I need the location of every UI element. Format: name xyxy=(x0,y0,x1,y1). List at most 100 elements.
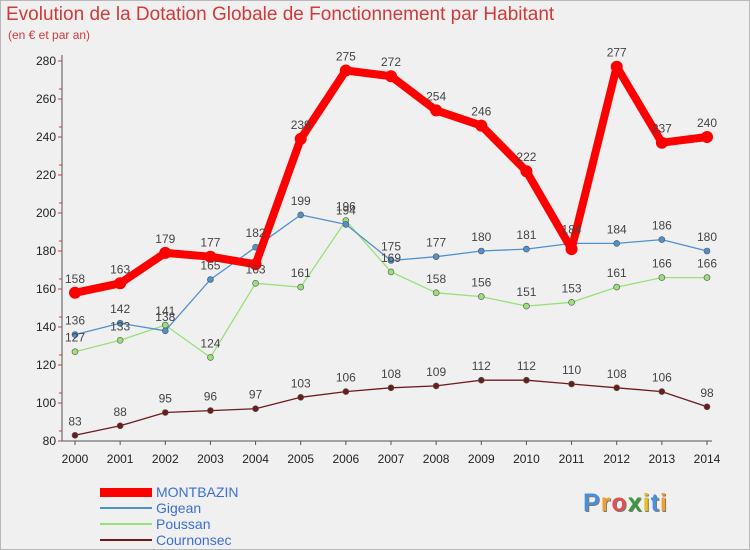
data-label: 158 xyxy=(426,272,446,286)
data-label: 127 xyxy=(65,331,85,345)
x-tick-label: 2006 xyxy=(333,452,360,466)
data-label: 109 xyxy=(426,365,446,379)
data-point xyxy=(613,384,621,392)
data-point xyxy=(342,221,350,228)
data-point xyxy=(297,283,305,291)
data-label: 240 xyxy=(697,116,717,130)
legend-swatch xyxy=(100,507,152,509)
logo-letter: P xyxy=(583,489,601,517)
data-label: 95 xyxy=(159,392,173,406)
x-tick-label: 2003 xyxy=(197,452,224,466)
x-tick-label: 2001 xyxy=(107,452,134,466)
data-label: 175 xyxy=(381,240,401,254)
data-label: 112 xyxy=(472,359,491,373)
data-point xyxy=(116,336,124,344)
data-label: 177 xyxy=(200,236,220,250)
data-label: 163 xyxy=(246,262,266,276)
series-gigean xyxy=(71,211,711,338)
data-label: 112 xyxy=(517,359,536,373)
data-label: 184 xyxy=(562,222,582,236)
data-point xyxy=(610,60,623,73)
data-point xyxy=(116,319,124,327)
data-label: 133 xyxy=(110,319,130,333)
legend-swatch xyxy=(100,487,152,497)
legend: MONTBAZIN Gigean Poussan Cournonsec xyxy=(100,484,360,548)
axes: 80 100 120 140 160 180 200 220 240 260 280 2000 2001… xyxy=(36,54,721,466)
chart-title: Evolution de la Dotation Globale de Fonc… xyxy=(6,4,555,25)
data-point xyxy=(207,407,214,414)
data-label: 141 xyxy=(155,304,175,318)
data-point xyxy=(613,283,621,291)
data-point xyxy=(703,274,711,281)
data-point xyxy=(204,250,217,263)
x-tick-label: 2011 xyxy=(559,452,585,466)
data-point xyxy=(207,354,214,361)
data-point xyxy=(477,247,485,255)
legend-label: Gigean xyxy=(156,500,202,516)
data-label: 166 xyxy=(652,257,672,271)
data-point xyxy=(69,286,81,299)
data-label: 124 xyxy=(200,336,220,350)
y-tick-label: 140 xyxy=(36,320,56,334)
y-tick-label: 80 xyxy=(43,434,57,448)
data-point xyxy=(658,388,666,395)
data-label: 108 xyxy=(381,367,401,381)
data-label: 158 xyxy=(65,272,85,286)
legend-swatch xyxy=(100,539,152,541)
legend-label: Poussan xyxy=(156,516,211,532)
data-label: 222 xyxy=(516,150,536,164)
y-tick-label: 220 xyxy=(36,168,56,182)
y-tick-label: 100 xyxy=(36,396,56,410)
y-tick-label: 260 xyxy=(36,92,56,106)
data-label: 239 xyxy=(291,118,311,132)
logo-letter: x xyxy=(627,489,643,517)
data-point xyxy=(568,380,575,388)
data-label: 165 xyxy=(200,259,220,273)
data-point xyxy=(71,331,79,338)
data-point xyxy=(523,245,530,253)
data-label: 110 xyxy=(562,363,581,377)
x-tick-label: 2012 xyxy=(603,452,630,466)
series-layer xyxy=(69,60,713,439)
y-tick-label: 120 xyxy=(36,358,56,372)
data-label: 83 xyxy=(68,414,82,428)
logo-letter: i xyxy=(642,489,651,517)
data-point xyxy=(252,279,259,287)
data-point xyxy=(565,243,578,256)
data-label: 275 xyxy=(336,50,356,64)
data-label: 277 xyxy=(607,46,627,60)
data-point xyxy=(71,348,79,356)
data-label: 88 xyxy=(113,405,127,419)
data-label: 179 xyxy=(155,232,175,246)
legend-label: MONTBAZIN xyxy=(156,484,239,500)
data-label: 106 xyxy=(336,371,356,385)
data-label: 254 xyxy=(426,89,446,103)
data-point xyxy=(658,274,666,281)
proxiti-logo: Proxiti xyxy=(583,489,668,518)
data-point xyxy=(297,211,305,219)
data-point xyxy=(430,104,443,117)
data-point xyxy=(701,131,713,143)
y-tick-label: 160 xyxy=(36,282,56,296)
data-label: 161 xyxy=(291,266,311,280)
data-label: 156 xyxy=(471,276,491,290)
data-label: 169 xyxy=(381,251,401,265)
data-label: 96 xyxy=(204,390,218,404)
data-point xyxy=(477,293,485,300)
data-label: 163 xyxy=(110,262,130,276)
x-tick-label: 2000 xyxy=(62,452,89,466)
legend-item: Gigean xyxy=(100,500,360,516)
data-point xyxy=(159,246,172,259)
data-point xyxy=(703,403,711,411)
data-label: 194 xyxy=(336,203,356,217)
x-tick-label: 2002 xyxy=(152,452,179,466)
legend-item: Cournonsec xyxy=(100,532,360,548)
legend-label: Cournonsec xyxy=(156,532,232,548)
data-label: 136 xyxy=(65,314,85,328)
data-label: 181 xyxy=(516,228,536,242)
data-label: 161 xyxy=(607,266,627,280)
data-point xyxy=(477,376,485,384)
x-tick-label: 2009 xyxy=(468,452,495,466)
data-point xyxy=(161,327,169,335)
